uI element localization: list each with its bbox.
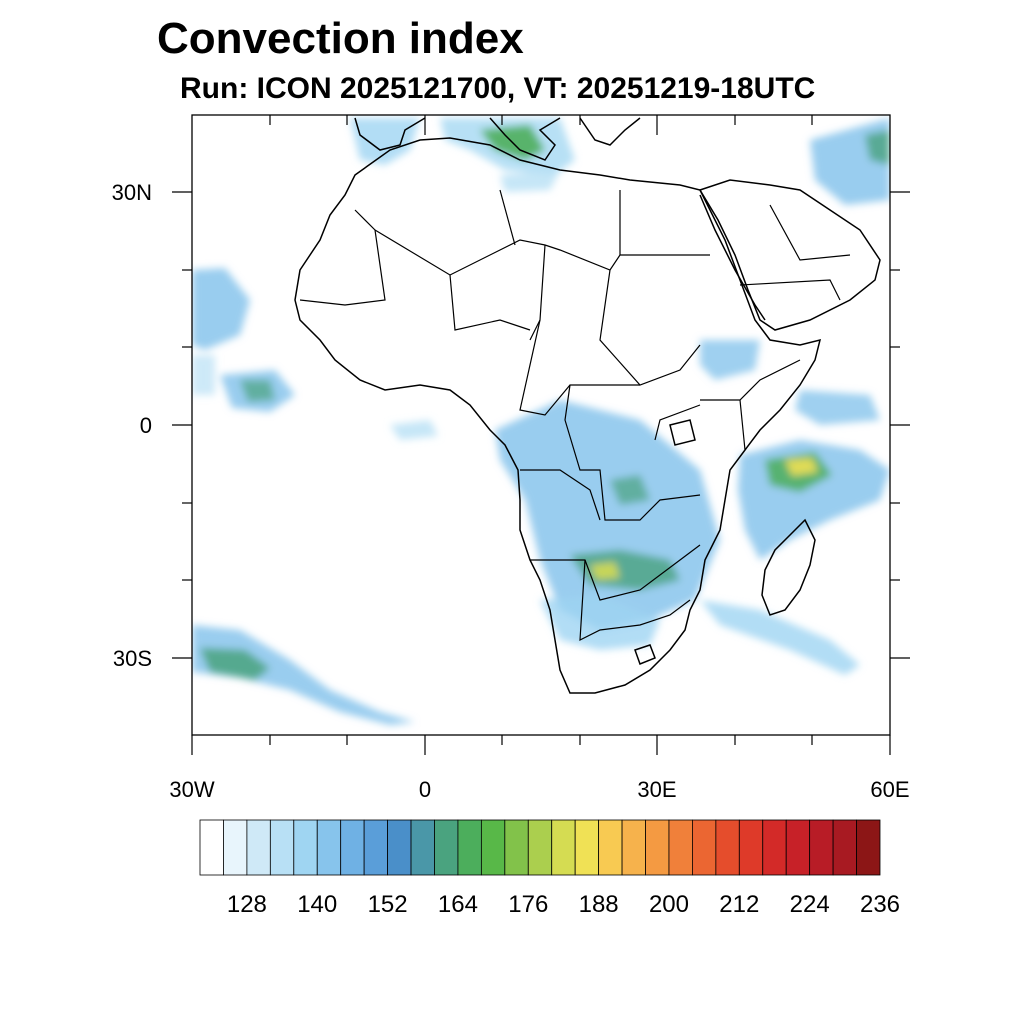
y-tick-label-30s: 30S bbox=[113, 646, 152, 671]
colorbar-label: 128 bbox=[227, 891, 267, 918]
convection-region-atlantic-1 bbox=[192, 268, 250, 350]
x-tick-label-60e: 60E bbox=[870, 777, 909, 802]
colorbar-cell bbox=[715, 819, 740, 876]
colorbar-cell bbox=[293, 819, 318, 876]
border-13 bbox=[739, 399, 746, 451]
colorbar-cell bbox=[551, 819, 576, 876]
border-7 bbox=[449, 274, 531, 331]
madagascar-outline bbox=[761, 518, 816, 616]
convection-field bbox=[192, 118, 890, 725]
border-14 bbox=[700, 359, 801, 401]
border-16 bbox=[769, 204, 851, 261]
border-9 bbox=[564, 384, 701, 521]
country-borders bbox=[299, 189, 851, 642]
border-3 bbox=[499, 189, 516, 246]
colorbar-cell bbox=[410, 819, 435, 876]
arabian-coastline bbox=[698, 179, 881, 331]
border-6 bbox=[599, 269, 701, 386]
y-tick-label-0: 0 bbox=[140, 413, 152, 438]
colorbar-cell bbox=[504, 819, 529, 876]
convection-region-madagascar-channel bbox=[700, 600, 860, 675]
border-5 bbox=[529, 244, 546, 341]
colorbar-cell bbox=[269, 819, 295, 876]
convection-region-atlantic-4 bbox=[192, 355, 215, 395]
colorbar-cell bbox=[809, 819, 834, 876]
colorbar-cell bbox=[457, 819, 482, 876]
border-17 bbox=[654, 404, 701, 441]
x-tick-label-30e: 30E bbox=[637, 777, 676, 802]
border-2 bbox=[374, 229, 710, 276]
colorbar-label: 212 bbox=[719, 891, 759, 918]
x-tick-label-0: 0 bbox=[419, 777, 431, 802]
europe-coastline bbox=[354, 117, 426, 151]
italy-coastline bbox=[489, 117, 561, 161]
map-ticks bbox=[172, 115, 910, 755]
colorbar-cell bbox=[527, 819, 553, 876]
colorbar-cell bbox=[223, 819, 248, 876]
colorbar-cell bbox=[574, 819, 600, 876]
colorbar bbox=[199, 819, 881, 876]
colorbar-cell bbox=[668, 819, 693, 876]
colorbar-label: 140 bbox=[297, 891, 337, 918]
colorbar-cell bbox=[856, 819, 881, 876]
border-12 bbox=[579, 559, 691, 642]
page-subtitle: Run: ICON 2025121700, VT: 20251219-18UTC bbox=[180, 72, 816, 105]
colorbar-label: 188 bbox=[579, 891, 619, 918]
colorbar-cell bbox=[832, 819, 857, 876]
border-1 bbox=[299, 209, 386, 306]
x-tick-label-30w: 30W bbox=[169, 777, 214, 802]
border-8 bbox=[519, 319, 640, 416]
lesotho bbox=[634, 644, 656, 665]
colorbar-labels: 128 140 152 164 176 188 200 212 224 236 bbox=[227, 891, 900, 918]
y-tick-label-30n: 30N bbox=[112, 180, 152, 205]
colorbar-cell bbox=[434, 819, 459, 876]
convection-region-south bbox=[540, 595, 660, 650]
convection-region-central bbox=[495, 400, 720, 630]
red-sea-border bbox=[699, 194, 766, 321]
convection-region-central-2 bbox=[610, 475, 650, 505]
greece-coastline bbox=[579, 117, 641, 146]
page-title: Convection index bbox=[157, 14, 524, 63]
convection-region-central-hot bbox=[590, 562, 620, 580]
colorbar-cell bbox=[363, 819, 388, 876]
convection-region-sw-band bbox=[192, 625, 415, 725]
colorbar-cell bbox=[480, 819, 506, 876]
colorbar-label: 164 bbox=[438, 891, 478, 918]
colorbar-label: 176 bbox=[508, 891, 548, 918]
lake-victoria bbox=[669, 419, 696, 446]
convection-region-sw-band-core bbox=[200, 648, 270, 680]
colorbar-label: 200 bbox=[649, 891, 689, 918]
border-10 bbox=[520, 469, 601, 521]
colorbar-cell bbox=[738, 819, 764, 876]
colorbar-cell bbox=[785, 819, 811, 876]
colorbar-cell bbox=[621, 819, 646, 876]
colorbar-cell bbox=[340, 819, 365, 876]
africa-coastline bbox=[294, 137, 822, 694]
colorbar-cell bbox=[762, 819, 787, 876]
convection-region-ne-core bbox=[865, 130, 890, 165]
convection-region-ethiopia bbox=[700, 340, 760, 380]
colorbar-label: 224 bbox=[790, 891, 830, 918]
colorbar-cell bbox=[387, 819, 412, 876]
convection-region-indian-ocean-hot bbox=[785, 458, 818, 476]
border-15 bbox=[739, 279, 841, 301]
colorbar-cell bbox=[246, 819, 271, 876]
convection-region-north-4 bbox=[500, 170, 560, 192]
colorbar-cell bbox=[598, 819, 623, 876]
convection-region-north-1 bbox=[350, 118, 420, 165]
convection-region-gulf bbox=[390, 420, 438, 440]
colorbar-cell bbox=[316, 819, 342, 876]
colorbar-cell bbox=[199, 819, 224, 876]
colorbar-label: 236 bbox=[860, 891, 900, 918]
colorbar-cell bbox=[692, 819, 717, 876]
coastlines bbox=[294, 117, 881, 694]
colorbar-label: 152 bbox=[368, 891, 408, 918]
convection-region-atlantic-3 bbox=[240, 380, 275, 402]
colorbar-cell bbox=[645, 819, 670, 876]
convection-region-somali-sea bbox=[795, 390, 880, 425]
border-11 bbox=[530, 544, 701, 601]
